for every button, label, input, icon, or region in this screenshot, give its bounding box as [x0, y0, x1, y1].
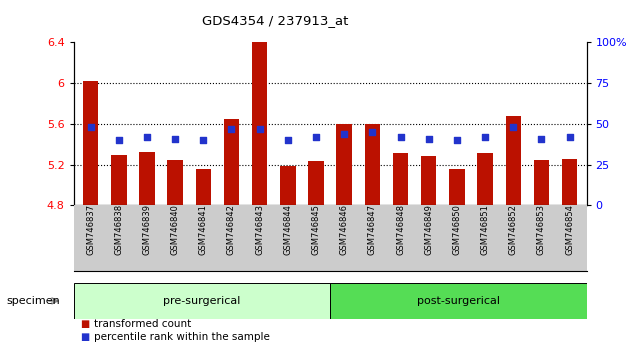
Point	[170, 136, 180, 141]
Bar	[308, 160, 324, 205]
Bar	[421, 156, 437, 205]
Point	[339, 131, 349, 137]
Text: specimen: specimen	[6, 296, 60, 306]
Point	[283, 137, 293, 143]
Text: pre-surgerical: pre-surgerical	[163, 296, 240, 306]
Point	[142, 134, 152, 140]
Text: ■: ■	[80, 319, 89, 329]
Bar	[167, 160, 183, 205]
Text: ■: ■	[80, 332, 89, 342]
Point	[424, 136, 434, 141]
Point	[226, 126, 237, 132]
FancyBboxPatch shape	[330, 283, 587, 319]
Bar	[562, 159, 578, 205]
Text: transformed count: transformed count	[94, 319, 192, 329]
Text: GDS4354 / 237913_at: GDS4354 / 237913_at	[203, 14, 349, 27]
Point	[565, 134, 575, 140]
Bar	[111, 155, 126, 205]
Point	[395, 134, 406, 140]
Point	[367, 129, 378, 135]
Point	[537, 136, 547, 141]
Point	[311, 134, 321, 140]
Point	[254, 126, 265, 132]
Bar	[534, 160, 549, 205]
Point	[452, 137, 462, 143]
Text: percentile rank within the sample: percentile rank within the sample	[94, 332, 270, 342]
Bar	[449, 169, 465, 205]
Bar	[393, 153, 408, 205]
Text: post-surgerical: post-surgerical	[417, 296, 500, 306]
Point	[85, 124, 96, 130]
Bar	[280, 166, 296, 205]
Point	[198, 137, 208, 143]
Bar	[139, 152, 154, 205]
Point	[113, 137, 124, 143]
Bar	[478, 153, 493, 205]
FancyBboxPatch shape	[74, 283, 330, 319]
Bar	[365, 124, 380, 205]
Bar	[83, 81, 98, 205]
Point	[480, 134, 490, 140]
Bar	[506, 116, 521, 205]
Bar	[252, 17, 267, 205]
Point	[508, 124, 519, 130]
Bar	[196, 169, 211, 205]
Bar	[337, 124, 352, 205]
Bar	[224, 119, 239, 205]
